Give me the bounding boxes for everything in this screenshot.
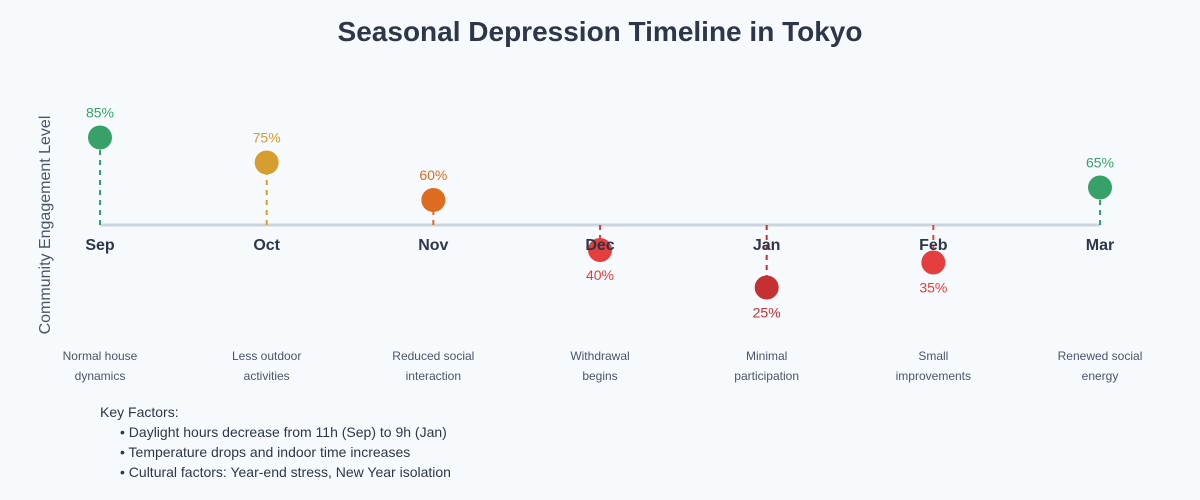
description-label: interaction — [406, 369, 461, 383]
month-label: Dec — [585, 237, 614, 254]
description-label: dynamics — [75, 369, 126, 383]
data-point — [254, 150, 279, 175]
data-point — [754, 275, 779, 300]
month-label: Sep — [85, 237, 115, 254]
data-label: 25% — [753, 305, 781, 321]
data-label: 35% — [919, 280, 947, 296]
description-label: Less outdoor — [232, 349, 301, 363]
month-label: Nov — [418, 237, 448, 254]
description-label: Small — [918, 349, 948, 363]
data-label: 65% — [1086, 155, 1114, 171]
data-point — [421, 188, 446, 212]
data-point — [588, 238, 612, 262]
month-label: Mar — [1086, 237, 1114, 254]
month-label: Oct — [253, 237, 280, 254]
description-label: Normal house — [63, 349, 138, 363]
description-label: improvements — [896, 369, 971, 383]
description-label: energy — [1082, 369, 1119, 383]
description-label: Reduced social — [392, 349, 474, 363]
key-factors: Key Factors: • Daylight hours decrease f… — [100, 402, 451, 482]
key-factor-item: • Cultural factors: Year-end stress, New… — [120, 464, 451, 480]
data-label: 40% — [586, 267, 614, 283]
description-label: begins — [582, 369, 617, 383]
data-label: 85% — [86, 105, 114, 121]
month-label: Jan — [753, 237, 781, 254]
description-label: Minimal — [746, 349, 787, 363]
description-label: participation — [734, 369, 799, 383]
data-point — [1088, 175, 1112, 200]
data-label: 60% — [419, 167, 447, 183]
y-axis-label: Community Engagement Level — [37, 116, 54, 335]
description-label: Withdrawal — [570, 349, 629, 363]
chart-title: Seasonal Depression Timeline in Tokyo — [338, 16, 863, 47]
data-point — [88, 125, 112, 150]
key-factor-item: • Daylight hours decrease from 11h (Sep)… — [120, 424, 447, 440]
data-point — [921, 250, 946, 275]
data-label: 75% — [253, 130, 281, 146]
description-label: Renewed social — [1058, 349, 1143, 363]
month-label: Feb — [919, 237, 948, 254]
key-factors-title: Key Factors: — [100, 404, 179, 420]
description-label: activities — [244, 369, 290, 383]
key-factor-item: • Temperature drops and indoor time incr… — [120, 444, 411, 460]
